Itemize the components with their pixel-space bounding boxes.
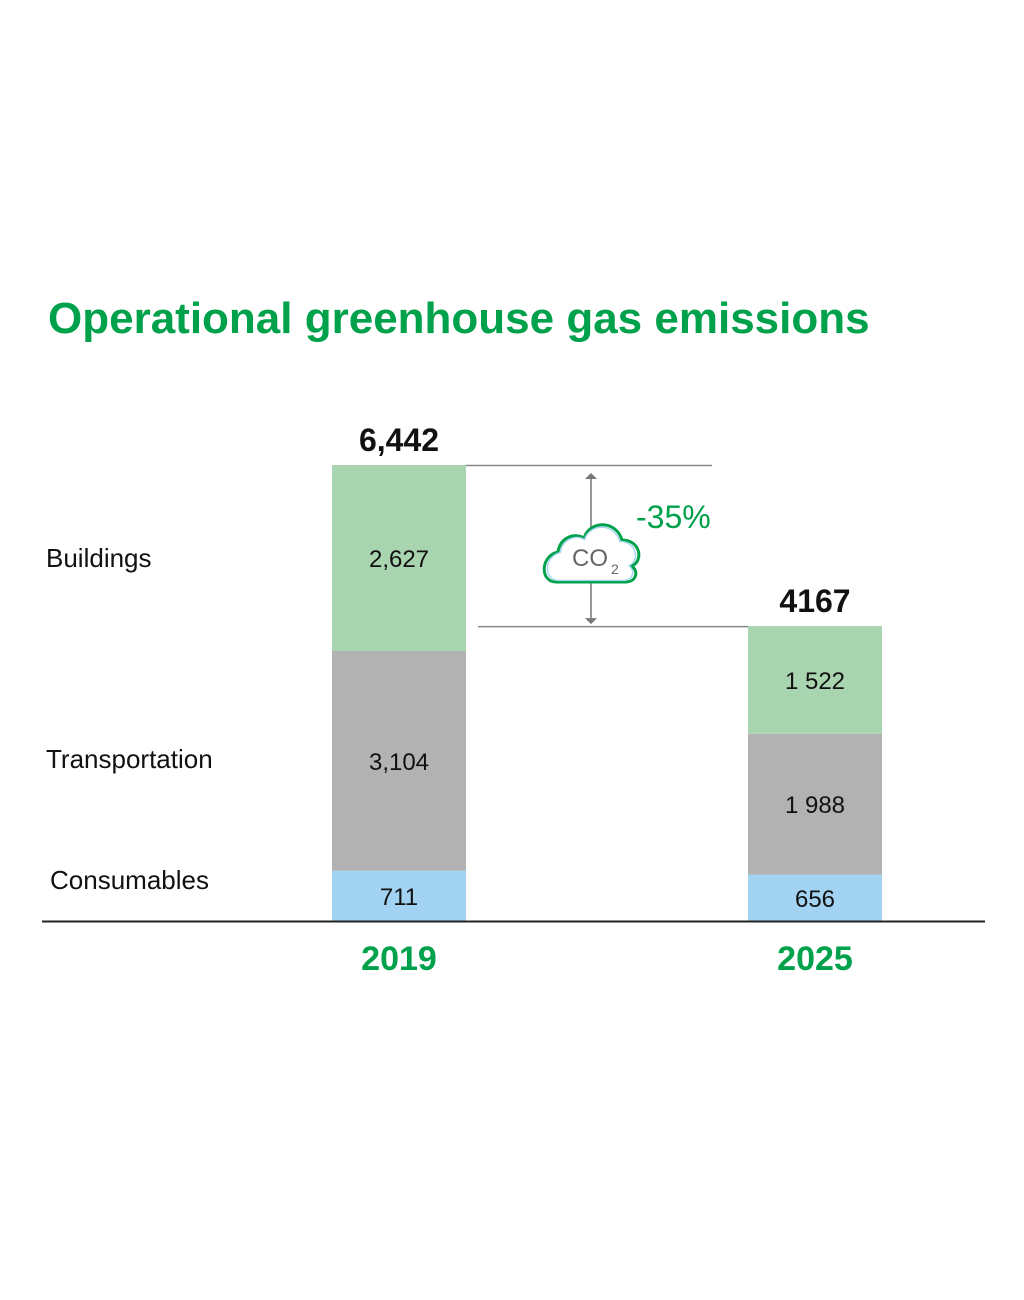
- bar-consumables-2019: [332, 870, 466, 921]
- category-label-transportation: Transportation: [46, 744, 213, 774]
- data-label: 1 988: [785, 792, 845, 819]
- total-label: 6,442: [359, 422, 439, 458]
- bar-buildings-2019: [332, 465, 466, 651]
- bar-buildings-2025: [748, 626, 882, 734]
- co2-cloud-icon: CO 2: [542, 523, 641, 584]
- change-percent-label: -35%: [636, 499, 711, 535]
- data-label: 3,104: [369, 749, 429, 776]
- total-label: 4167: [779, 583, 850, 619]
- bar-transportation-2019: [332, 650, 466, 871]
- x-tick-label: 2019: [361, 940, 437, 978]
- svg-text:2: 2: [611, 561, 619, 577]
- bar-transportation-2025: [748, 733, 882, 875]
- data-label: 656: [795, 886, 835, 913]
- data-label: 1 522: [785, 668, 845, 695]
- category-label-buildings: Buildings: [46, 543, 152, 573]
- data-label: 711: [380, 884, 418, 911]
- bar-consumables-2025: [748, 874, 882, 921]
- data-label: 2,627: [369, 546, 429, 573]
- arrow-head-up: [585, 473, 597, 479]
- x-tick-label: 2025: [777, 940, 853, 978]
- chart-title: Operational greenhouse gas emissions: [48, 294, 870, 343]
- svg-text:CO: CO: [572, 545, 608, 572]
- category-label-consumables: Consumables: [50, 865, 209, 895]
- arrow-head-down: [585, 618, 597, 625]
